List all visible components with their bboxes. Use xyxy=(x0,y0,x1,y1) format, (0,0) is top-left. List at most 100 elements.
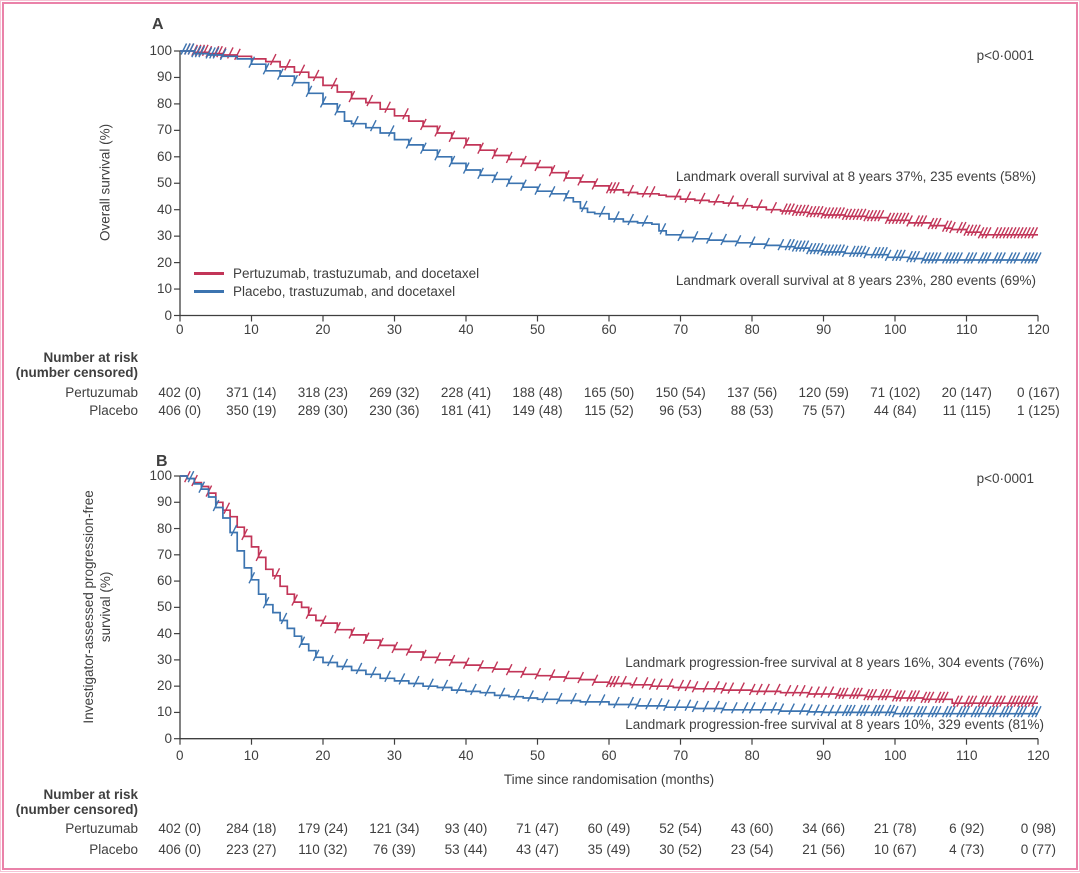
risk-cell: 181 (41) xyxy=(440,403,492,418)
censor-tick xyxy=(966,695,974,708)
risk-cell: 179 (24) xyxy=(297,821,349,836)
censor-tick xyxy=(970,224,978,236)
censor-tick xyxy=(866,209,874,222)
censor-tick xyxy=(577,671,585,684)
censor-tick xyxy=(834,687,842,700)
censor-tick xyxy=(877,704,885,717)
panel-a-risk-values-placebo: 406 (0) 350 (19) 289 (30) 230 (36) 181 (41) 1… xyxy=(144,403,1075,418)
censor-tick xyxy=(1006,695,1014,708)
censor-tick xyxy=(1027,252,1035,264)
censor-tick xyxy=(262,596,270,609)
censor-tick xyxy=(798,240,806,252)
censor-tick xyxy=(995,252,1003,264)
censor-tick xyxy=(677,679,685,692)
censor-tick xyxy=(934,217,942,230)
censor-tick xyxy=(212,47,220,59)
censor-tick xyxy=(702,680,710,693)
censor-tick xyxy=(391,641,399,654)
censor-tick xyxy=(1031,227,1039,239)
censor-tick xyxy=(798,204,806,217)
censor-tick xyxy=(995,227,1003,239)
censor-tick xyxy=(991,227,999,239)
y-tick-label: 40 xyxy=(156,201,172,217)
censor-tick xyxy=(655,678,663,690)
censor-tick xyxy=(927,252,935,264)
y-tick-label: 0 xyxy=(164,730,172,746)
censor-tick xyxy=(1031,705,1039,718)
censor-tick xyxy=(966,224,974,236)
censor-tick xyxy=(909,690,917,702)
censor-tick xyxy=(841,704,849,717)
x-tick-label: 10 xyxy=(243,322,259,337)
censor-tick xyxy=(355,662,363,675)
censor-tick xyxy=(462,657,470,669)
censor-tick xyxy=(838,244,846,256)
risk-cell: 284 (18) xyxy=(226,821,277,836)
censor-tick xyxy=(863,209,871,222)
censor-tick xyxy=(820,244,828,256)
censor-tick xyxy=(984,705,992,718)
censor-tick xyxy=(984,252,992,264)
risk-cell: 43 (60) xyxy=(730,821,774,836)
censor-tick xyxy=(956,705,963,718)
censor-tick xyxy=(1024,695,1031,708)
x-tick-label: 20 xyxy=(315,322,331,337)
y-tick-label: 70 xyxy=(156,122,172,138)
censor-tick xyxy=(477,142,484,155)
censor-tick xyxy=(191,45,198,58)
risk-cell: 165 (50) xyxy=(583,385,635,400)
risk-cell: 0 (98) xyxy=(1020,821,1056,836)
censor-tick xyxy=(505,175,513,188)
censor-tick xyxy=(895,249,903,262)
censor-tick xyxy=(477,659,484,672)
panel-b-letter: B xyxy=(156,453,168,470)
censor-tick xyxy=(748,701,756,714)
censor-tick xyxy=(966,252,974,264)
censor-tick xyxy=(591,674,599,687)
risk-cell: 76 (39) xyxy=(373,842,416,857)
panel-a-risk-header-1: Number at risk xyxy=(43,350,138,365)
panel-a-p-value: p<0·0001 xyxy=(976,48,1034,63)
censor-tick xyxy=(405,644,413,656)
x-tick-label: 50 xyxy=(529,322,546,337)
km-curve xyxy=(180,475,1038,715)
censor-tick xyxy=(931,217,938,230)
censor-tick xyxy=(884,688,892,701)
censor-tick xyxy=(995,695,1003,708)
censor-tick xyxy=(848,208,856,221)
panel-b-y-axis-title: Investigator-assessed progression-free s… xyxy=(81,490,113,724)
censor-tick xyxy=(816,242,824,255)
censor-tick xyxy=(613,675,620,688)
censor-tick xyxy=(734,234,742,247)
censor-tick xyxy=(827,207,835,219)
censor-tick xyxy=(931,252,938,264)
censor-tick xyxy=(906,705,913,718)
censor-tick xyxy=(777,238,785,251)
x-tick-label: 40 xyxy=(458,322,474,337)
censor-tick xyxy=(291,594,299,606)
legend-label-pertuzumab: Pertuzumab, trastuzumab, and docetaxel xyxy=(233,266,480,281)
censor-tick xyxy=(974,705,981,718)
censor-tick xyxy=(527,690,534,702)
censor-tick xyxy=(627,696,635,709)
y-tick-label: 60 xyxy=(156,148,172,164)
risk-cell: 88 (53) xyxy=(730,403,774,418)
censor-tick xyxy=(1031,695,1039,708)
censor-tick xyxy=(884,212,892,225)
risk-cell: 52 (54) xyxy=(659,821,702,836)
censor-tick xyxy=(788,703,795,715)
censor-tick xyxy=(477,167,484,180)
censor-tick xyxy=(802,204,810,217)
censor-tick xyxy=(931,705,938,718)
censor-tick xyxy=(866,688,874,701)
censor-tick xyxy=(788,238,795,251)
censor-tick xyxy=(909,250,917,263)
censor-tick xyxy=(934,705,942,718)
risk-cell: 137 (56) xyxy=(727,385,778,400)
censor-tick xyxy=(1006,705,1014,718)
censor-tick xyxy=(605,675,613,688)
censor-tick xyxy=(562,189,570,202)
censor-tick xyxy=(1024,227,1031,239)
censor-tick xyxy=(684,191,692,203)
